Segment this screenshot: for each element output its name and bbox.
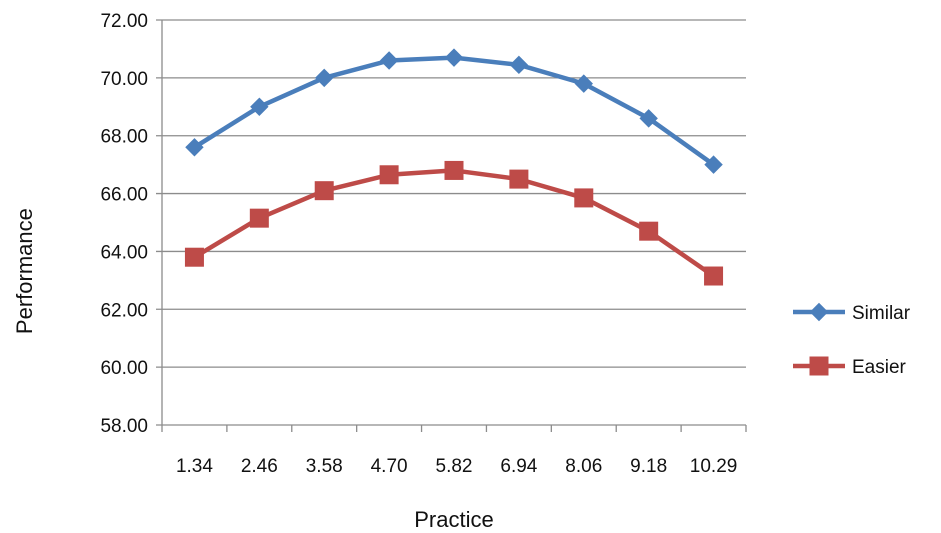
data-point-similar — [639, 109, 658, 128]
data-point-similar — [574, 74, 593, 93]
y-tick-label: 72.00 — [100, 11, 148, 32]
x-tick-label: 8.06 — [565, 456, 602, 477]
legend-label: Easier — [852, 357, 907, 378]
series-line-similar — [192, 55, 716, 167]
y-tick-label: 70.00 — [100, 69, 148, 90]
x-tick-label: 4.70 — [371, 456, 408, 477]
legend-item-easier: Easier — [793, 356, 907, 378]
series-line-easier — [192, 168, 716, 279]
y-tick-label: 68.00 — [100, 127, 148, 148]
y-axis-title: Performance — [12, 208, 37, 334]
series-similar — [185, 48, 723, 174]
legend-item-similar: Similar — [793, 302, 911, 324]
legend-label: Similar — [852, 303, 911, 324]
legend: Similar Easier — [793, 302, 911, 378]
data-point-easier — [639, 221, 659, 241]
x-axis-title: Practice — [414, 507, 493, 532]
data-point-easier — [574, 188, 594, 208]
data-point-similar — [704, 155, 723, 174]
y-tick-label: 58.00 — [100, 416, 148, 437]
x-tick-label: 10.29 — [690, 456, 738, 477]
data-point-easier — [379, 165, 399, 185]
y-tick-label: 64.00 — [100, 242, 148, 263]
y-tick-label: 60.00 — [100, 358, 148, 379]
legend-marker — [809, 302, 829, 322]
y-tick-labels: 58.00 60.00 62.00 64.00 66.00 68.00 70.00 72.00 — [100, 11, 148, 437]
data-point-easier — [249, 208, 269, 228]
data-point-easier — [444, 160, 464, 180]
x-tick-label: 2.46 — [241, 456, 278, 477]
data-point-easier — [704, 266, 724, 286]
x-tick-label: 5.82 — [436, 456, 473, 477]
data-point-similar — [315, 68, 334, 88]
y-tick-label: 62.00 — [100, 300, 148, 321]
data-point-easier — [509, 169, 529, 189]
gridlines — [156, 19, 746, 426]
legend-marker — [809, 356, 829, 376]
data-point-similar — [509, 55, 529, 75]
series-easier — [184, 160, 724, 286]
data-point-similar — [185, 138, 204, 157]
data-point-easier — [184, 247, 204, 267]
x-tick-label: 3.58 — [306, 456, 343, 477]
x-tick-labels: 1.34 2.46 3.58 4.70 5.82 6.94 8.06 9.18 10.29 — [176, 456, 737, 477]
x-tick-label: 6.94 — [500, 456, 537, 477]
data-point-similar — [250, 97, 269, 116]
data-point-similar — [379, 51, 399, 70]
x-tick-label: 1.34 — [176, 456, 213, 477]
axes — [161, 20, 747, 432]
data-point-easier — [314, 181, 334, 201]
data-point-similar — [444, 48, 464, 67]
y-tick-label: 66.00 — [100, 185, 148, 206]
x-tick-label: 9.18 — [630, 456, 667, 477]
series — [184, 48, 724, 286]
